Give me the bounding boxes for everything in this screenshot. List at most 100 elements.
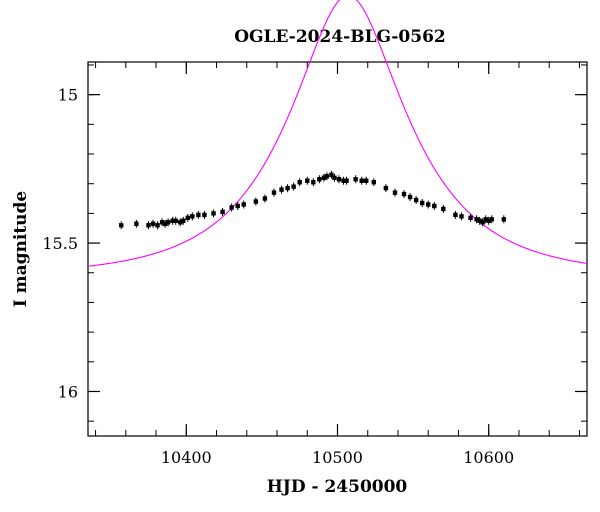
point-marker: [401, 191, 407, 197]
major-ticks: [88, 62, 587, 436]
point-marker: [305, 178, 310, 183]
point-marker: [468, 215, 473, 221]
data-point: [401, 190, 407, 199]
data-point: [344, 176, 349, 185]
chart-title: OGLE-2024-BLG-0562: [234, 27, 446, 47]
data-point: [468, 213, 473, 222]
point-marker: [486, 218, 491, 224]
data-point: [291, 182, 296, 191]
x-tick-labels: 10400 10500 10600: [161, 448, 514, 467]
point-marker: [291, 184, 296, 189]
data-point: [173, 216, 178, 225]
point-marker: [480, 220, 485, 225]
data-point: [162, 219, 168, 228]
data-point: [392, 188, 398, 197]
model-curve: [87, 0, 588, 267]
data-point: [159, 218, 165, 227]
point-marker: [371, 180, 376, 185]
data-point: [317, 175, 322, 184]
point-marker: [329, 172, 334, 177]
data-point: [311, 178, 316, 187]
data-point: [181, 216, 186, 225]
data-point: [426, 200, 431, 209]
data-point: [336, 175, 342, 184]
data-point: [359, 176, 364, 185]
data-point: [271, 188, 277, 197]
data-point: [155, 221, 160, 230]
point-marker: [285, 185, 290, 191]
x-tick-label: 10600: [463, 448, 514, 467]
point-marker: [489, 217, 494, 222]
data-point: [459, 212, 464, 221]
point-marker: [324, 174, 330, 179]
x-tick-label: 10500: [312, 448, 363, 467]
data-point: [119, 221, 124, 230]
point-marker: [229, 205, 234, 210]
point-marker: [159, 220, 165, 225]
y-tick-label: 16: [58, 382, 78, 401]
data-point: [211, 209, 216, 218]
plot-frame: [87, 61, 588, 437]
point-marker: [419, 200, 425, 206]
point-marker: [190, 214, 195, 219]
data-point: [185, 213, 190, 222]
point-marker: [392, 190, 398, 195]
data-point: [253, 197, 259, 206]
data-point: [480, 218, 485, 227]
data-point: [150, 219, 156, 228]
data-point: [134, 219, 139, 228]
data-point: [329, 170, 334, 179]
minor-ticks: [88, 62, 587, 436]
point-marker: [253, 199, 259, 204]
data-point: [441, 204, 446, 213]
point-marker: [181, 218, 186, 224]
data-point: [196, 210, 201, 219]
point-marker: [170, 218, 175, 224]
y-tick-label: 15.5: [42, 234, 78, 253]
point-marker: [134, 221, 139, 226]
data-point: [305, 176, 310, 185]
data-point: [279, 185, 284, 194]
data-point: [229, 203, 234, 212]
point-marker: [483, 217, 488, 222]
point-marker: [344, 178, 349, 183]
point-marker: [353, 177, 358, 182]
data-point: [477, 216, 482, 225]
point-marker: [332, 175, 337, 180]
data-point: [165, 218, 171, 227]
point-marker: [364, 178, 369, 183]
point-marker: [173, 218, 178, 224]
point-marker: [441, 206, 446, 212]
point-marker: [297, 180, 302, 185]
data-point: [235, 201, 240, 210]
data-point: [407, 193, 413, 202]
point-marker: [150, 221, 156, 226]
point-marker: [341, 178, 346, 183]
point-marker: [321, 175, 327, 180]
data-point: [413, 196, 419, 205]
point-marker: [279, 187, 284, 192]
point-marker: [359, 178, 364, 183]
point-marker: [202, 212, 207, 218]
data-point: [371, 178, 376, 187]
point-marker: [241, 202, 246, 207]
data-point: [501, 215, 507, 224]
point-marker: [211, 211, 216, 216]
point-marker: [165, 220, 171, 225]
point-marker: [477, 218, 482, 224]
y-tick-label: 15: [58, 86, 78, 105]
point-marker: [413, 197, 419, 203]
point-marker: [119, 223, 124, 228]
point-marker: [407, 194, 413, 200]
data-point: [146, 221, 151, 230]
data-point: [341, 176, 346, 185]
point-marker: [196, 212, 201, 218]
data-point: [419, 198, 425, 207]
point-marker: [185, 215, 190, 221]
data-point: [220, 207, 225, 216]
data-point: [332, 173, 337, 182]
point-marker: [501, 217, 507, 222]
point-marker: [459, 214, 464, 219]
